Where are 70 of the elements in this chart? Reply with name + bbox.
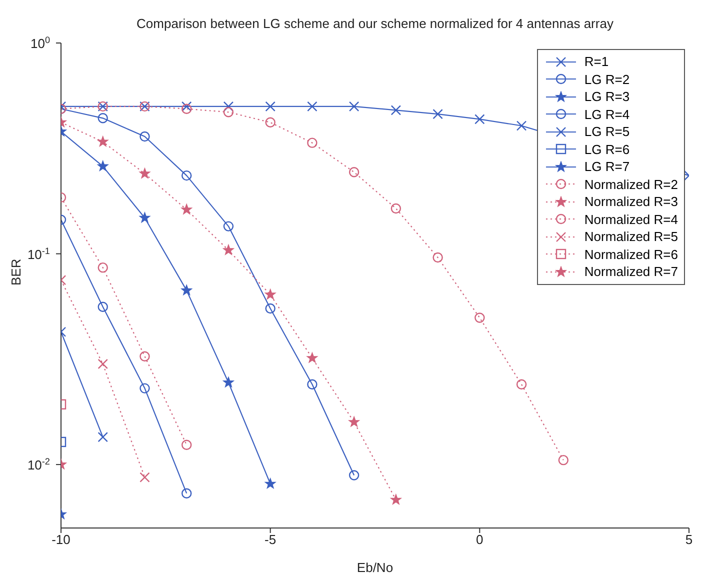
point <box>223 244 234 255</box>
point <box>98 136 108 146</box>
point <box>140 212 150 222</box>
legend-label: LG R=3 <box>584 88 630 106</box>
point <box>98 113 108 124</box>
x-axis-title: Eb/No <box>356 560 394 575</box>
point <box>223 377 234 388</box>
point <box>348 167 360 178</box>
legend-label: Normalized R=3 <box>584 193 678 210</box>
legend-label: Normalized R=6 <box>584 246 678 263</box>
point <box>140 472 150 482</box>
point <box>98 302 108 312</box>
point <box>390 105 402 116</box>
x-tick-label: 0 <box>476 532 484 548</box>
point <box>223 221 234 232</box>
point <box>140 383 150 394</box>
point <box>265 101 276 112</box>
point <box>348 101 360 112</box>
y-tick-label: 10$^{0}$ <box>30 35 50 51</box>
point <box>390 494 402 504</box>
point <box>182 101 192 112</box>
legend-label: LG R=4 <box>584 106 630 123</box>
point <box>140 351 150 362</box>
point <box>307 379 318 390</box>
point <box>474 114 485 124</box>
legend-label: Normalized R=5 <box>584 228 678 246</box>
point <box>265 117 276 128</box>
point <box>307 138 318 148</box>
legend-label: LG R=6 <box>584 140 630 158</box>
point <box>223 107 234 118</box>
point <box>265 478 276 488</box>
legend-label: LG R=5 <box>584 123 630 140</box>
point <box>98 262 108 273</box>
point <box>140 131 150 142</box>
x-tick-label: -10 <box>52 532 70 548</box>
point <box>265 289 276 300</box>
legend-label: R=1 <box>584 53 609 70</box>
point <box>558 454 568 466</box>
point <box>306 352 318 363</box>
x-tick-label: -5 <box>264 532 276 548</box>
point <box>474 312 485 323</box>
y-axis-title: BER <box>8 258 24 286</box>
point <box>181 204 192 214</box>
point <box>140 168 150 178</box>
point <box>432 252 443 263</box>
point <box>182 440 192 450</box>
point <box>348 470 360 480</box>
chart-title: Comparison between LG scheme and our scheme normalized for 4 antennas array <box>136 16 614 31</box>
legend-label: Normalized R=7 <box>584 263 678 280</box>
point <box>390 203 402 214</box>
legend-label: LG R=2 <box>584 70 630 88</box>
legend-label: LG R=7 <box>584 158 630 176</box>
y-tick-label: 10$^{-1}$ <box>27 246 50 262</box>
point <box>307 101 318 112</box>
point <box>98 358 108 370</box>
point <box>182 104 192 114</box>
point <box>182 170 192 181</box>
point <box>223 101 234 112</box>
point <box>348 416 360 427</box>
y-tick-label: 10$^{-2}$ <box>27 456 50 473</box>
point <box>181 284 192 295</box>
legend-label: Normalized R=4 <box>584 210 678 228</box>
point <box>432 108 443 120</box>
point <box>516 120 527 131</box>
point <box>516 379 527 390</box>
point <box>98 160 108 171</box>
point <box>182 488 192 498</box>
legend-label: Normalized R=2 <box>584 176 678 193</box>
point <box>265 303 276 314</box>
x-tick-label: 5 <box>685 532 693 548</box>
